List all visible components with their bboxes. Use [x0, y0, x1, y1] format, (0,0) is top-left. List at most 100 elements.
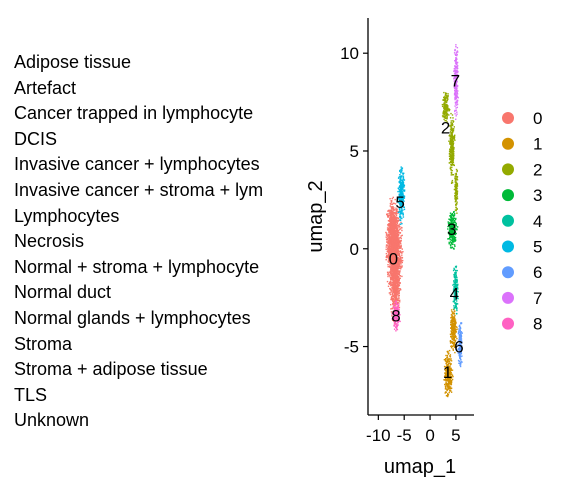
- scatter-point: [454, 227, 457, 229]
- scatter-point: [457, 332, 460, 335]
- scatter-point: [398, 279, 400, 281]
- scatter-point: [448, 243, 450, 245]
- scatter-point: [454, 213, 456, 215]
- scatter-point: [388, 238, 391, 240]
- scatter-point: [394, 269, 396, 271]
- scatter-point: [388, 256, 390, 258]
- scatter-point: [453, 136, 455, 138]
- scatter-point: [457, 291, 459, 293]
- scatter-point: [394, 240, 397, 243]
- scatter-point: [443, 107, 445, 109]
- scatter-point: [445, 360, 447, 363]
- scatter-point: [453, 343, 455, 345]
- scatter-point: [402, 213, 404, 215]
- scatter-point: [460, 345, 462, 348]
- scatter-point: [391, 256, 393, 258]
- scatter-point: [460, 338, 463, 340]
- scatter-point: [401, 208, 403, 210]
- scatter-point: [395, 245, 397, 247]
- scatter-point: [456, 95, 458, 97]
- scatter-point: [451, 212, 454, 215]
- scatter-point: [392, 245, 394, 247]
- scatter-point: [390, 215, 392, 217]
- scatter-point: [390, 216, 393, 218]
- scatter-point: [456, 81, 458, 83]
- scatter-point: [394, 323, 396, 325]
- scatter-point: [398, 253, 401, 255]
- scatter-point: [456, 293, 458, 295]
- scatter-point: [449, 340, 452, 343]
- scatter-point: [445, 101, 448, 104]
- scatter-point: [455, 312, 458, 315]
- scatter-point: [454, 231, 457, 234]
- scatter-point: [444, 115, 446, 117]
- scatter-point: [455, 67, 458, 69]
- scatter-point: [394, 218, 397, 220]
- scatter-point: [454, 230, 456, 232]
- scatter-point: [450, 309, 453, 311]
- scatter-point: [456, 176, 459, 178]
- scatter-point: [444, 93, 447, 96]
- scatter-point: [450, 220, 452, 223]
- scatter-point: [453, 221, 455, 223]
- scatter-point: [399, 261, 401, 263]
- scatter-point: [398, 284, 400, 287]
- scatter-point: [454, 53, 456, 56]
- scatter-point: [445, 354, 447, 357]
- scatter-point: [453, 94, 456, 96]
- scatter-point: [455, 222, 457, 225]
- scatter-point: [397, 272, 400, 274]
- cluster-label: 7: [451, 72, 460, 91]
- scatter-point: [389, 266, 391, 268]
- scatter-point: [398, 239, 400, 242]
- scatter-point: [452, 163, 455, 166]
- scatter-point: [450, 144, 453, 146]
- scatter-point: [399, 205, 401, 207]
- scatter-point: [450, 391, 453, 393]
- scatter-point: [400, 209, 402, 211]
- scatter-point: [457, 74, 459, 77]
- x-axis-title: umap_1: [384, 456, 456, 478]
- scatter-point: [391, 292, 394, 295]
- scatter-point: [391, 207, 393, 209]
- scatter-point: [459, 349, 461, 352]
- scatter-point: [392, 213, 394, 216]
- scatter-point: [393, 270, 396, 272]
- scatter-point: [455, 274, 457, 276]
- scatter-point: [453, 136, 456, 139]
- scatter-point: [455, 76, 458, 78]
- scatter-point: [452, 233, 455, 236]
- scatter-point: [449, 340, 452, 342]
- scatter-point: [448, 108, 450, 110]
- scatter-point: [403, 208, 406, 211]
- scatter-point: [459, 329, 461, 331]
- scatter-point: [451, 246, 453, 248]
- scatter-point: [390, 263, 392, 265]
- scatter-point: [391, 236, 393, 238]
- scatter-point: [402, 251, 404, 253]
- cluster-label: 0: [389, 250, 398, 269]
- scatter-point: [449, 136, 451, 138]
- scatter-point: [386, 237, 388, 239]
- scatter-point: [453, 82, 456, 85]
- scatter-point: [395, 293, 397, 295]
- scatter-point: [453, 310, 456, 312]
- scatter-point: [455, 193, 457, 195]
- scatter-point: [461, 340, 463, 343]
- scatter-point: [444, 99, 447, 101]
- scatter-point: [453, 325, 455, 327]
- scatter-point: [392, 302, 395, 304]
- scatter-point: [390, 200, 392, 202]
- scatter-point: [393, 241, 395, 243]
- scatter-point: [398, 246, 401, 248]
- scatter-point: [454, 341, 456, 343]
- scatter-point: [451, 217, 453, 219]
- scatter-point: [453, 338, 456, 340]
- scatter-point: [393, 285, 395, 287]
- scatter-point: [442, 112, 445, 114]
- scatter-point: [450, 145, 452, 148]
- scatter-point: [449, 143, 451, 145]
- scatter-point: [392, 273, 394, 275]
- scatter-point: [447, 372, 449, 374]
- scatter-point: [393, 318, 396, 320]
